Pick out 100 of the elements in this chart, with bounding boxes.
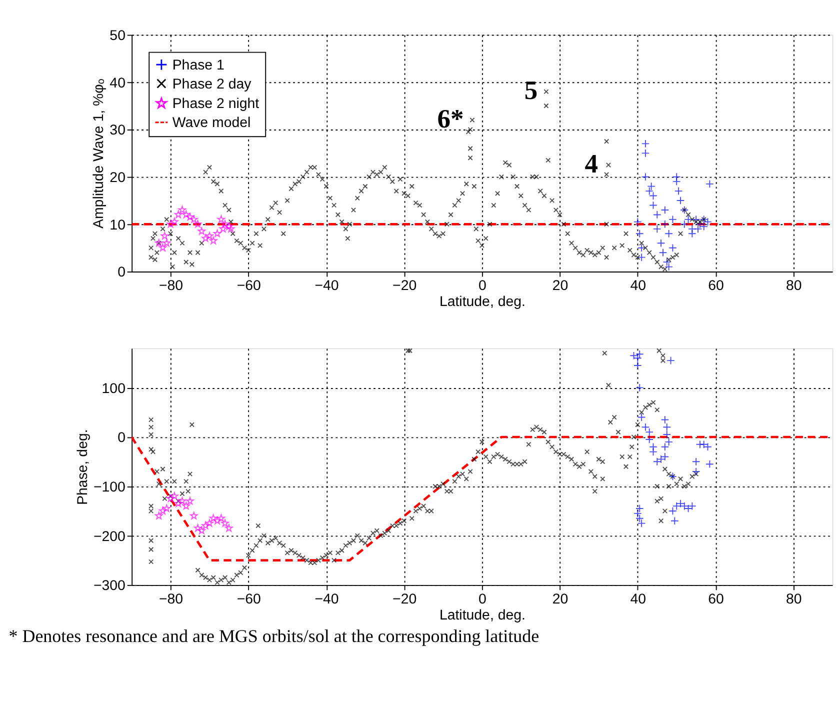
point	[688, 502, 696, 510]
y-tick-label: 20	[110, 170, 126, 186]
point	[170, 492, 178, 500]
point	[174, 210, 182, 218]
point	[198, 526, 206, 534]
point	[645, 435, 654, 444]
point	[198, 227, 206, 235]
x-tick-label: −80	[158, 591, 184, 608]
legend-label: Wave model	[172, 115, 251, 132]
point	[692, 467, 700, 476]
point	[662, 430, 672, 439]
point	[182, 210, 190, 218]
point	[635, 384, 644, 392]
point	[660, 220, 670, 228]
point	[676, 499, 685, 508]
x-axis-title: Latitude, deg.	[439, 294, 526, 310]
legend-label: Phase 2 day	[172, 76, 252, 92]
point	[653, 210, 662, 219]
point	[217, 215, 226, 223]
point	[672, 172, 681, 181]
point	[666, 356, 675, 365]
point	[158, 506, 167, 514]
point	[162, 238, 171, 247]
point	[213, 516, 222, 524]
point	[660, 452, 670, 461]
y-tick-label: 100	[102, 380, 126, 397]
point	[688, 230, 696, 238]
y-tick-label: 40	[110, 75, 126, 92]
x-tick-label: 80	[786, 591, 802, 608]
point	[217, 514, 226, 522]
point	[662, 422, 672, 432]
x-tick-label: 20	[552, 591, 568, 608]
x-tick-label: 40	[630, 278, 646, 294]
y-tick-label: 30	[110, 122, 126, 139]
point	[641, 172, 650, 181]
point	[706, 180, 714, 188]
point	[676, 196, 685, 205]
x-tick-label: −20	[392, 278, 417, 294]
point	[634, 361, 642, 370]
point	[664, 230, 673, 238]
point	[635, 504, 644, 513]
point	[209, 236, 218, 244]
point	[635, 230, 644, 238]
x-tick-label: −40	[314, 591, 339, 608]
annotation: 4	[584, 148, 598, 179]
point	[660, 416, 670, 424]
x-tick-label: 80	[786, 278, 802, 294]
point	[154, 512, 163, 520]
point	[166, 220, 175, 228]
point	[653, 224, 662, 234]
point	[219, 224, 228, 232]
legend-label: Phase 1	[172, 57, 225, 74]
point	[672, 502, 681, 510]
point	[186, 496, 194, 505]
point	[170, 218, 178, 226]
point	[641, 149, 650, 158]
point	[178, 206, 186, 214]
point	[202, 522, 210, 530]
point	[694, 224, 702, 234]
x-tick-label: 0	[478, 278, 486, 294]
point	[160, 232, 169, 240]
point	[637, 244, 646, 252]
point	[660, 206, 670, 214]
point	[190, 512, 198, 520]
point	[221, 519, 230, 527]
point	[182, 502, 190, 510]
y-axis-title: Phase, deg.	[74, 429, 91, 505]
point	[649, 201, 658, 210]
y-tick-label: 0	[118, 264, 126, 281]
point	[221, 220, 230, 228]
point	[178, 496, 186, 505]
point	[194, 524, 202, 532]
point	[174, 499, 182, 508]
point	[194, 220, 202, 228]
point	[706, 460, 714, 468]
point	[656, 455, 666, 464]
annotation: 5	[524, 75, 538, 106]
point	[668, 244, 677, 252]
point	[684, 215, 692, 224]
point	[635, 350, 644, 358]
x-tick-label: −20	[392, 591, 417, 608]
x-tick-label: −40	[314, 278, 339, 294]
point	[637, 253, 646, 262]
point	[224, 524, 233, 532]
point	[649, 448, 658, 456]
x-axis-title: Latitude, deg.	[439, 608, 526, 624]
y-tick-label: 10	[110, 217, 126, 234]
x-tick-label: 0	[478, 591, 486, 608]
point	[202, 234, 210, 242]
point	[647, 182, 656, 190]
point	[704, 442, 712, 452]
point	[670, 516, 679, 525]
point	[700, 440, 708, 449]
point	[680, 502, 689, 510]
point	[158, 244, 167, 252]
point	[206, 519, 214, 527]
point	[656, 238, 666, 248]
x-tick-label: 20	[552, 278, 568, 294]
point	[186, 212, 194, 221]
point	[704, 218, 712, 226]
